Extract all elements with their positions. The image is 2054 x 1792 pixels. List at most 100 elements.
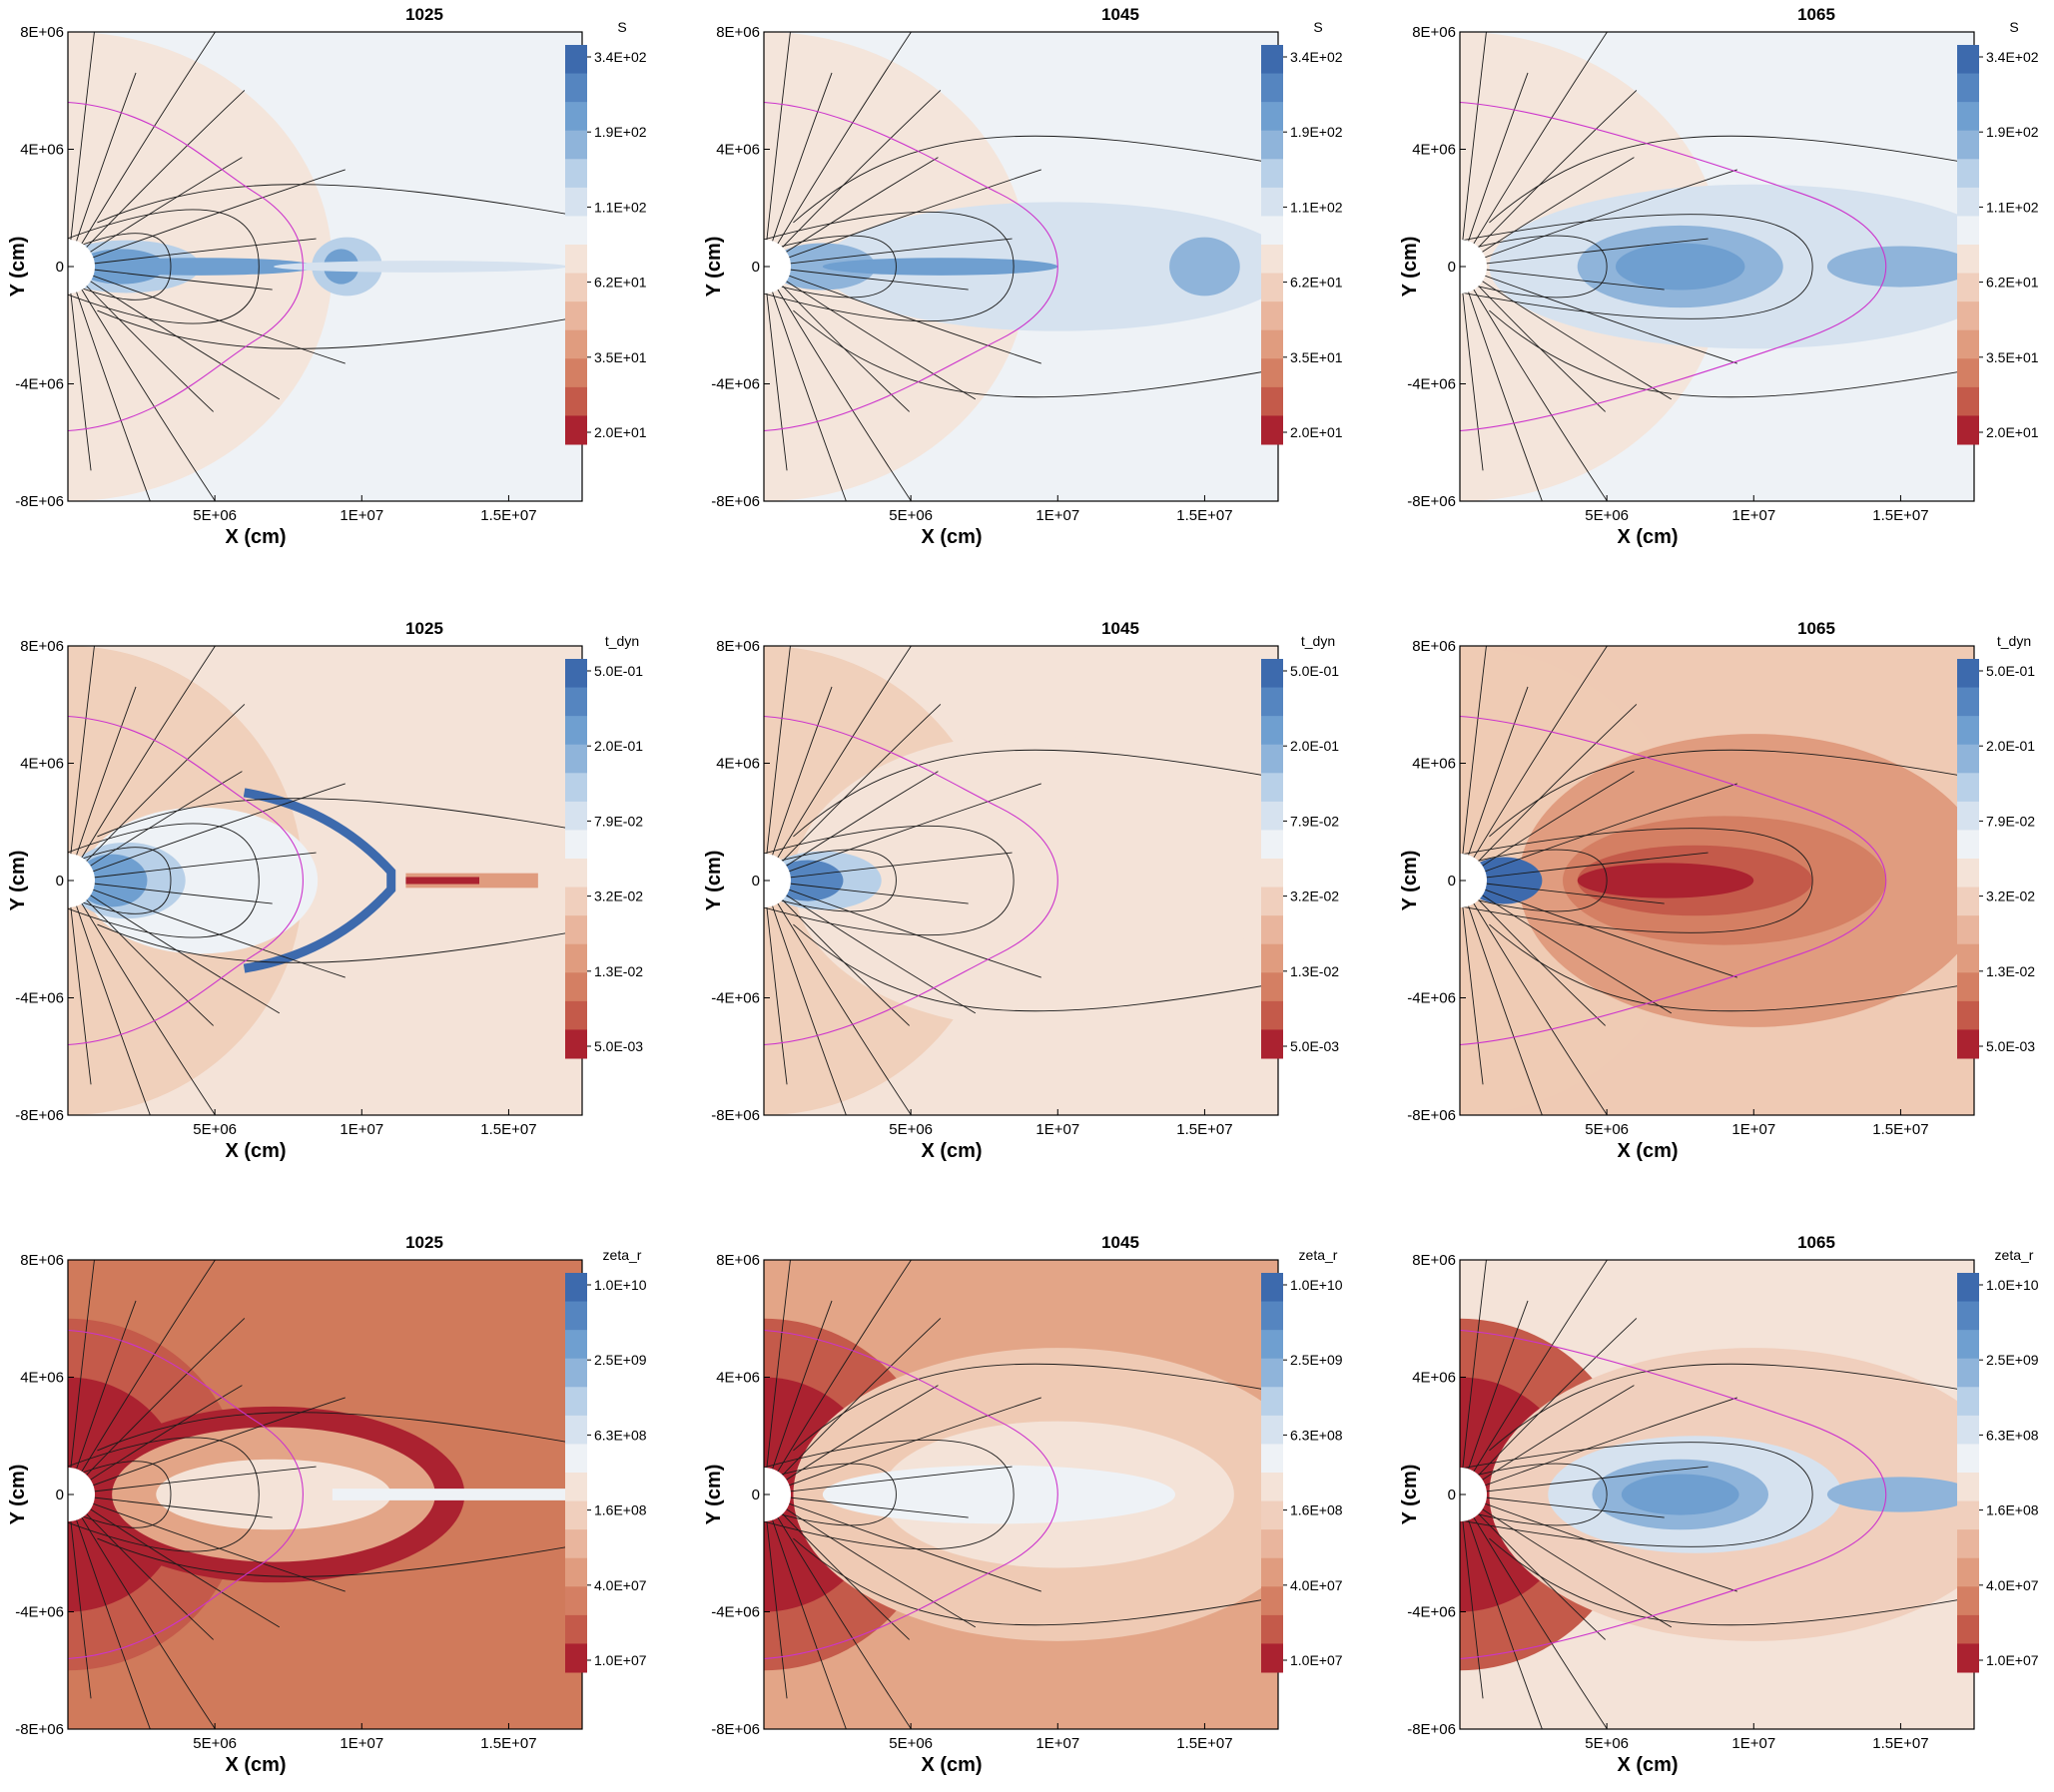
colorbar-swatch	[1261, 45, 1283, 75]
colorbar-swatch	[1957, 687, 1979, 717]
x-tick-label: 5E+06	[1585, 1121, 1629, 1138]
colorbar-swatch	[1957, 859, 1979, 889]
y-tick-label: -8E+06	[1407, 1721, 1456, 1738]
colorbar-swatch	[565, 1586, 587, 1616]
colorbar-swatch	[565, 1415, 587, 1445]
colorbar: 5.0E-01 2.0E-01 7.9E-02 3.2E-02 1.3E-02 5.0E-…	[1261, 659, 1339, 1059]
colorbar-swatch	[1261, 659, 1283, 689]
central-object	[68, 854, 95, 907]
colorbar-title: t_dyn	[1997, 633, 2031, 649]
y-axis-label: Y (cm)	[703, 851, 725, 911]
colorbar-swatch	[565, 1358, 587, 1388]
colorbar-swatch	[1957, 1029, 1979, 1059]
colorbar-swatch	[1261, 216, 1283, 246]
colorbar-swatch	[565, 358, 587, 388]
central-object	[764, 1468, 791, 1521]
colorbar-tick-label: 3.4E+02	[1986, 49, 2039, 65]
y-tick-label: 4E+06	[20, 756, 64, 773]
colorbar-swatch	[1957, 773, 1979, 803]
colorbar-swatch	[1261, 329, 1283, 359]
colorbar-tick-label: 3.2E-02	[1290, 889, 1339, 904]
x-axis-label: X (cm)	[225, 1140, 286, 1162]
y-tick-label: -4E+06	[15, 1604, 64, 1621]
x-axis-label: X (cm)	[1617, 1140, 1678, 1162]
y-tick-label: 4E+06	[20, 142, 64, 159]
colorbar-swatch	[1957, 329, 1979, 359]
colorbar-swatch	[565, 744, 587, 774]
colorbar-tick-label: 1.3E-02	[1986, 963, 2035, 979]
y-tick-label: -4E+06	[1407, 376, 1456, 393]
colorbar-tick-label: 1.3E-02	[1290, 963, 1339, 979]
colorbar-swatch	[1261, 73, 1283, 103]
colorbar-tick-label: 4.0E+07	[1290, 1577, 1343, 1593]
y-tick-label: 4E+06	[1412, 756, 1456, 773]
y-tick-label: 0	[1448, 259, 1456, 276]
colorbar-swatch	[1957, 659, 1979, 689]
colorbar-swatch	[1261, 687, 1283, 717]
x-tick-label: 1.5E+07	[1872, 507, 1928, 524]
colorbar-swatch	[565, 887, 587, 916]
colorbar-swatch	[1957, 1000, 1979, 1030]
colorbar-swatch	[565, 943, 587, 973]
colorbar-tick-label: 6.2E+01	[594, 275, 647, 291]
y-tick-label: -4E+06	[15, 376, 64, 393]
colorbar-tick-label: 6.2E+01	[1290, 275, 1343, 291]
colorbar-swatch	[1957, 1415, 1979, 1445]
x-tick-label: 1.5E+07	[1176, 1735, 1232, 1752]
colorbar-swatch	[1957, 1301, 1979, 1331]
colorbar-swatch	[565, 159, 587, 189]
y-tick-label: -4E+06	[711, 1604, 760, 1621]
colorbar-swatch	[1957, 887, 1979, 916]
colorbar-tick-label: 5.0E-03	[1290, 1038, 1339, 1054]
colorbar-swatch	[1261, 1000, 1283, 1030]
y-axis-label: Y (cm)	[1399, 1465, 1421, 1525]
colorbar-title: zeta_r	[1995, 1247, 2034, 1263]
colorbar-swatch	[565, 1557, 587, 1587]
y-axis-label: Y (cm)	[703, 1465, 725, 1525]
colorbar-swatch	[565, 187, 587, 217]
y-tick-label: 8E+06	[716, 638, 760, 655]
colorbar-swatch	[1261, 773, 1283, 803]
colorbar-swatch	[1957, 1586, 1979, 1616]
colorbar-tick-label: 7.9E-02	[1290, 813, 1339, 829]
colorbar: 1.0E+10 2.5E+09 6.3E+08 1.6E+08 4.0E+07 1.0E+…	[565, 1273, 647, 1673]
panel-S-1065: 1065 8E+06 4E+06 0 -4E+06 -8E+06 5E+06 1E+07 1.5…	[1399, 5, 2039, 548]
contour-field	[764, 32, 1278, 501]
colorbar-swatch	[565, 1444, 587, 1474]
x-axis-label: X (cm)	[1617, 526, 1678, 548]
panel-S-1045: 1045 8E+06 4E+06 0 -4E+06 -8E+06 5E+06 1E+07 1.5…	[703, 5, 1343, 548]
colorbar-swatch	[1261, 1301, 1283, 1331]
colorbar-tick-label: 3.4E+02	[1290, 49, 1343, 65]
colorbar-tick-label: 5.0E-03	[594, 1038, 643, 1054]
colorbar-swatch	[565, 1473, 587, 1502]
colorbar-swatch	[565, 245, 587, 275]
y-tick-label: 8E+06	[716, 24, 760, 41]
y-axis-label: Y (cm)	[703, 237, 725, 298]
y-tick-label: -8E+06	[711, 1721, 760, 1738]
colorbar-swatch	[1957, 159, 1979, 189]
colorbar-swatch	[1261, 716, 1283, 746]
colorbar-swatch	[565, 386, 587, 416]
colorbar-swatch	[1957, 1614, 1979, 1644]
colorbar-tick-label: 1.0E+07	[1290, 1652, 1343, 1668]
colorbar-swatch	[565, 73, 587, 103]
x-tick-label: 1.5E+07	[1176, 507, 1232, 524]
colorbar-swatch	[565, 1529, 587, 1559]
x-tick-label: 1E+07	[1731, 1121, 1775, 1138]
colorbar-tick-label: 6.2E+01	[1986, 275, 2039, 291]
colorbar-swatch	[565, 915, 587, 945]
panel-title: 1065	[1797, 5, 1835, 24]
colorbar-swatch	[1261, 744, 1283, 774]
panel-title: 1025	[405, 5, 443, 24]
y-tick-label: 4E+06	[1412, 142, 1456, 159]
contour-field	[1460, 1260, 1974, 1729]
x-axis-label: X (cm)	[225, 1754, 286, 1776]
colorbar-tick-label: 5.0E-03	[1986, 1038, 2035, 1054]
colorbar-title: zeta_r	[603, 1247, 642, 1263]
colorbar-tick-label: 1.6E+08	[594, 1502, 647, 1518]
colorbar-swatch	[565, 1330, 587, 1360]
panel-title: 1045	[1101, 1233, 1139, 1252]
colorbar-tick-label: 5.0E-01	[594, 663, 643, 679]
panel-zeta_r-1045: 1045 8E+06 4E+06 0 -4E+06 -8E+06 5E+06 1E+07 1.5…	[703, 1233, 1343, 1776]
panel-t_dyn-1045: 1045 8E+06 4E+06 0 -4E+06 -8E+06 5E+06 1E+07 1.5…	[703, 619, 1339, 1162]
